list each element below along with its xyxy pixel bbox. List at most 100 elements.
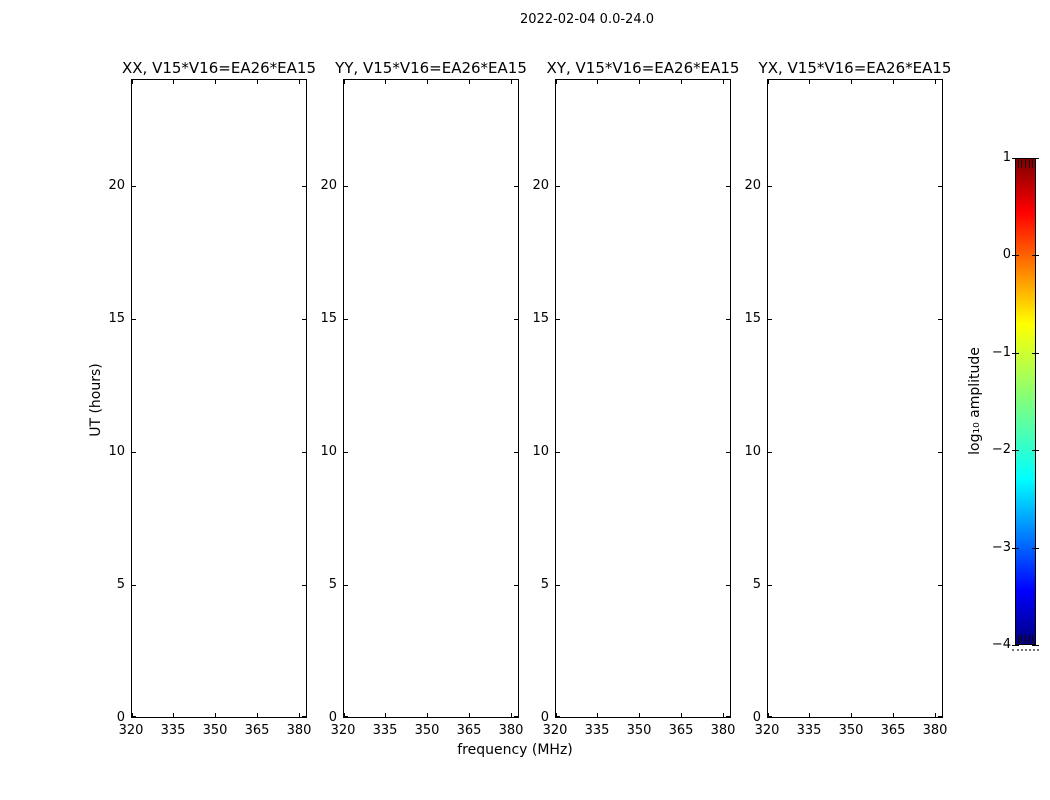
colorbar-hatch-mark xyxy=(1021,635,1022,643)
y-tick xyxy=(726,452,730,453)
x-tick xyxy=(257,713,258,717)
y-tick xyxy=(132,452,136,453)
y-tick xyxy=(768,452,772,453)
y-tick xyxy=(938,319,942,320)
y-tick xyxy=(344,452,348,453)
y-axis-label: UT (hours) xyxy=(88,363,104,437)
panel-XX xyxy=(131,79,307,718)
y-tick xyxy=(344,319,348,320)
y-tick-label: 20 xyxy=(744,178,761,193)
x-tick-label: 365 xyxy=(880,723,906,738)
colorbar-tick xyxy=(1032,353,1039,354)
x-tick xyxy=(173,80,174,84)
y-tick-label: 10 xyxy=(744,444,761,459)
x-tick xyxy=(639,80,640,84)
x-tick xyxy=(851,713,852,717)
x-tick xyxy=(935,713,936,717)
y-tick xyxy=(938,186,942,187)
y-tick-label: 10 xyxy=(108,444,125,459)
y-tick-label: 5 xyxy=(328,577,337,592)
panel-YY xyxy=(343,79,519,718)
x-tick xyxy=(723,80,724,84)
colorbar-tick xyxy=(1032,255,1039,256)
x-tick xyxy=(681,80,682,84)
colorbar-hatch-mark xyxy=(1029,160,1030,168)
colorbar-gradient-fill xyxy=(1016,159,1035,644)
x-tick xyxy=(893,80,894,84)
colorbar-tick-label: −1 xyxy=(991,345,1011,360)
panel-YX xyxy=(767,79,943,718)
colorbar-hatch-mark xyxy=(1032,635,1033,643)
y-tick xyxy=(556,585,560,586)
y-tick xyxy=(726,716,730,717)
y-tick-label: 0 xyxy=(116,710,125,725)
x-tick xyxy=(257,80,258,84)
x-tick xyxy=(173,713,174,717)
y-tick xyxy=(302,319,306,320)
x-tick xyxy=(385,80,386,84)
x-tick xyxy=(809,713,810,717)
y-tick-label: 15 xyxy=(320,311,337,326)
x-tick xyxy=(723,713,724,717)
y-tick xyxy=(344,585,348,586)
y-tick xyxy=(514,716,518,717)
colorbar-gradient xyxy=(1015,158,1036,645)
x-tick xyxy=(893,713,894,717)
y-tick-label: 5 xyxy=(540,577,549,592)
y-tick xyxy=(302,585,306,586)
x-tick-label: 380 xyxy=(286,723,312,738)
x-tick xyxy=(299,80,300,84)
y-tick xyxy=(514,319,518,320)
colorbar-hatch-mark xyxy=(1025,160,1026,168)
panel-XY xyxy=(555,79,731,718)
y-tick xyxy=(556,186,560,187)
y-tick-label: 5 xyxy=(752,577,761,592)
x-tick-label: 365 xyxy=(668,723,694,738)
y-tick-label: 0 xyxy=(752,710,761,725)
x-tick xyxy=(556,80,557,84)
x-tick-label: 350 xyxy=(414,723,440,738)
y-tick xyxy=(514,452,518,453)
x-tick xyxy=(768,80,769,84)
colorbar-tick-label: 0 xyxy=(1002,247,1011,262)
y-tick xyxy=(344,716,348,717)
x-tick xyxy=(809,80,810,84)
colorbar-tick xyxy=(1012,645,1019,646)
x-tick xyxy=(132,80,133,84)
y-tick-label: 0 xyxy=(540,710,549,725)
colorbar-hatch-mark xyxy=(1029,635,1030,643)
colorbar-tick xyxy=(1032,548,1039,549)
colorbar-tick-label: −3 xyxy=(991,540,1011,555)
y-tick xyxy=(132,716,136,717)
x-tick-label: 380 xyxy=(498,723,524,738)
colorbar-hatch-mark xyxy=(1025,635,1026,643)
x-tick-label: 350 xyxy=(626,723,652,738)
y-tick-label: 0 xyxy=(328,710,337,725)
y-tick xyxy=(726,319,730,320)
x-tick-label: 350 xyxy=(202,723,228,738)
y-tick xyxy=(938,585,942,586)
x-tick xyxy=(427,80,428,84)
x-tick xyxy=(427,713,428,717)
y-tick xyxy=(938,452,942,453)
figure-title: 2022-02-04 0.0-24.0 xyxy=(520,12,654,27)
x-tick xyxy=(851,80,852,84)
y-tick xyxy=(132,585,136,586)
colorbar-tick xyxy=(1012,548,1019,549)
colorbar-tick xyxy=(1032,450,1039,451)
y-tick xyxy=(768,186,772,187)
x-axis-label: frequency (MHz) xyxy=(457,742,573,758)
colorbar-tick xyxy=(1012,353,1019,354)
x-tick-label: 365 xyxy=(244,723,270,738)
x-tick xyxy=(215,80,216,84)
colorbar-hatch-mark xyxy=(1018,160,1019,168)
x-tick-label: 335 xyxy=(796,723,822,738)
colorbar-hatch-mark xyxy=(1021,160,1022,168)
y-tick xyxy=(514,186,518,187)
y-tick-label: 15 xyxy=(108,311,125,326)
y-tick xyxy=(768,319,772,320)
colorbar-tick xyxy=(1032,645,1039,646)
y-tick xyxy=(514,585,518,586)
y-tick-label: 20 xyxy=(532,178,549,193)
x-tick xyxy=(385,713,386,717)
